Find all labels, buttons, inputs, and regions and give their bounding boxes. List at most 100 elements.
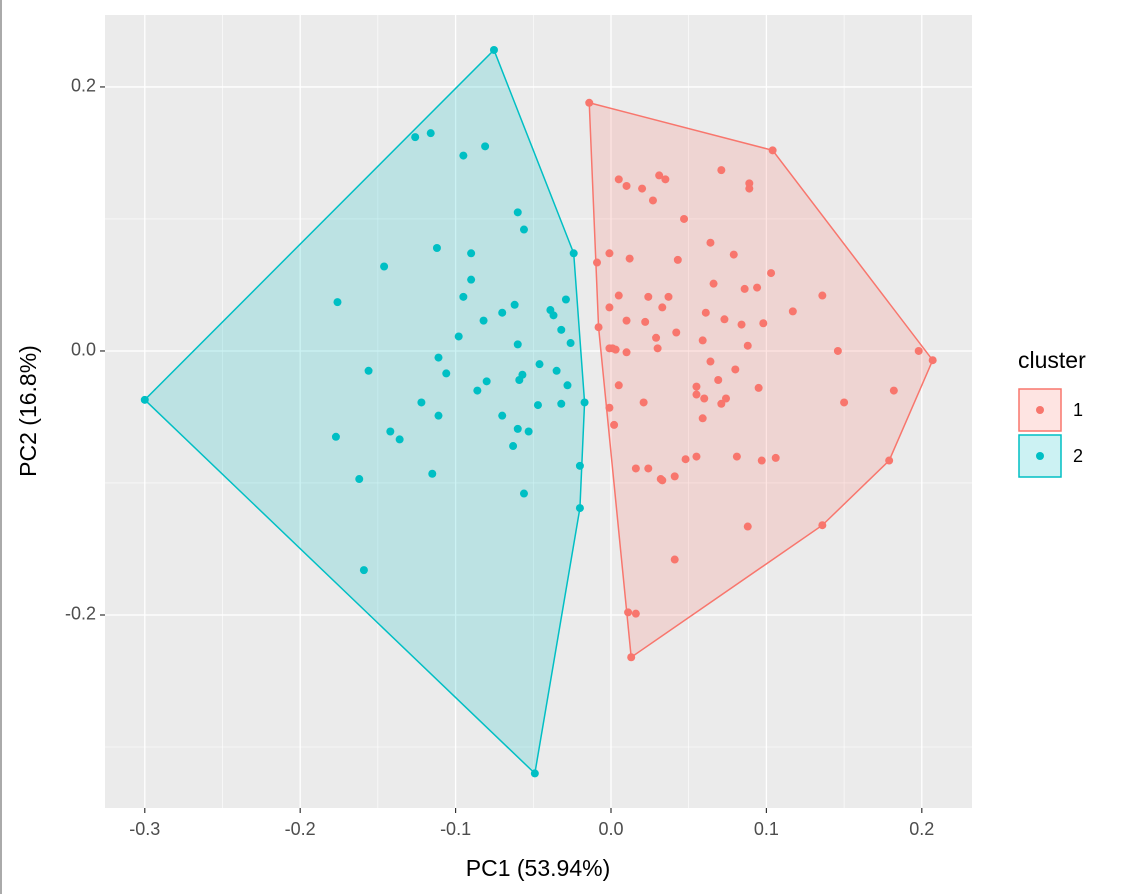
point (661, 175, 670, 184)
point (605, 249, 614, 258)
point (569, 249, 578, 258)
legend-key-point (1036, 452, 1044, 460)
point (840, 398, 849, 407)
point (386, 427, 395, 436)
point (614, 291, 623, 300)
point (753, 283, 762, 292)
point (692, 382, 701, 391)
point (743, 341, 752, 350)
point (644, 292, 653, 301)
point (467, 275, 476, 284)
legend-key-point (1036, 406, 1044, 414)
point (513, 340, 522, 349)
cluster-hull (588, 101, 934, 659)
point (140, 395, 149, 404)
point (638, 184, 647, 193)
point (692, 390, 701, 399)
point (473, 386, 482, 395)
point (732, 452, 741, 461)
x-axis-title: PC1 (53.94%) (466, 855, 610, 881)
point (914, 346, 923, 355)
x-tick-label: 0.1 (754, 819, 779, 839)
point (889, 386, 898, 395)
point (489, 45, 498, 54)
x-tick-label: -0.3 (129, 819, 160, 839)
point (510, 300, 519, 309)
legend-label: 1 (1073, 400, 1083, 420)
point (533, 401, 542, 410)
point (442, 369, 451, 378)
point (706, 238, 715, 247)
point (498, 308, 507, 317)
point (658, 476, 667, 485)
point (434, 353, 443, 362)
point (743, 522, 752, 531)
point (627, 653, 636, 662)
point (625, 254, 634, 263)
grid (105, 15, 972, 808)
point (417, 398, 426, 407)
point (788, 307, 797, 316)
point (426, 129, 435, 138)
point (698, 336, 707, 345)
point (333, 298, 342, 307)
point (701, 308, 710, 317)
point (767, 269, 776, 278)
legend-title: cluster (1018, 347, 1086, 373)
point (720, 315, 729, 324)
point (513, 208, 522, 217)
point (729, 250, 738, 259)
point (479, 316, 488, 325)
point (768, 146, 777, 155)
point (364, 366, 373, 375)
point (622, 348, 631, 357)
y-tick-label: -0.2 (65, 604, 96, 624)
point (641, 317, 650, 326)
point (605, 303, 614, 312)
point (509, 442, 518, 451)
point (331, 432, 340, 441)
point (771, 453, 780, 462)
point (653, 344, 662, 353)
point (818, 291, 827, 300)
point (482, 377, 491, 386)
point (561, 295, 570, 304)
point (498, 411, 507, 420)
point (740, 284, 749, 293)
point (557, 325, 566, 334)
y-axis-title: PC2 (16.8%) (15, 345, 41, 477)
point (428, 469, 437, 478)
point (622, 181, 631, 190)
point (745, 184, 754, 193)
point (355, 475, 364, 484)
point (737, 320, 746, 329)
x-tick-label: -0.1 (440, 819, 471, 839)
point (524, 427, 533, 436)
point (593, 258, 602, 267)
point (610, 420, 619, 429)
point (467, 249, 476, 258)
x-tick-label: 0.2 (909, 819, 934, 839)
point (648, 196, 657, 205)
point (639, 398, 648, 407)
point (519, 489, 528, 498)
point (717, 166, 726, 175)
point (535, 360, 544, 369)
x-tick-label: 0.0 (598, 819, 623, 839)
point (631, 609, 640, 618)
plot-panel (105, 15, 972, 808)
point (698, 414, 707, 423)
point (709, 279, 718, 288)
point (614, 175, 623, 184)
point (670, 472, 679, 481)
point (411, 133, 420, 142)
point (714, 376, 723, 385)
point (513, 424, 522, 433)
point (557, 399, 566, 408)
point (614, 381, 623, 390)
point (605, 403, 614, 412)
point (658, 303, 667, 312)
legend-label: 2 (1073, 446, 1083, 466)
point (717, 399, 726, 408)
